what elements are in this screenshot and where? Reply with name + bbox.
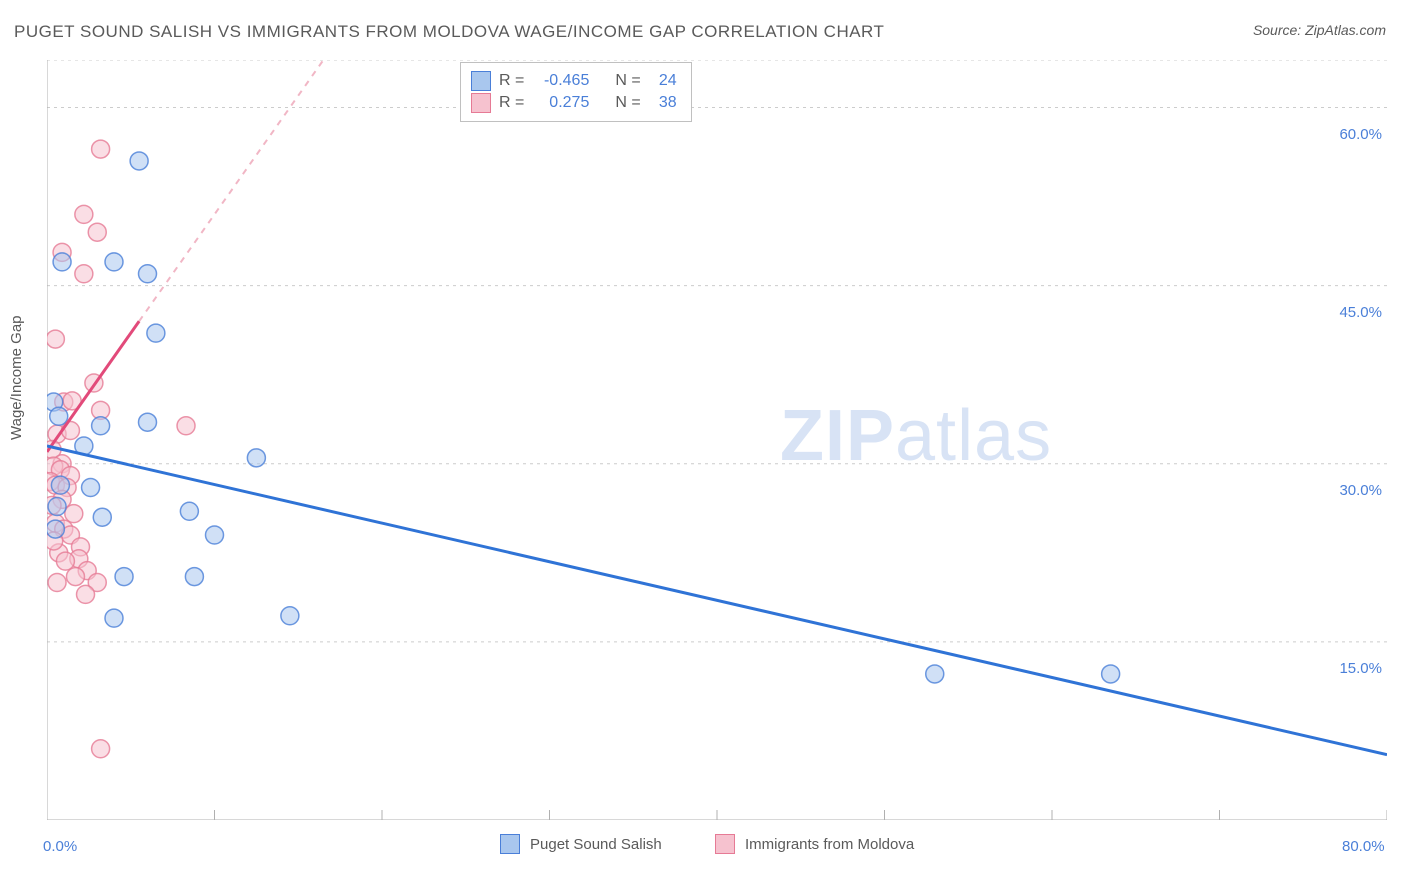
r-value: -0.465 [534, 72, 589, 90]
r-label: R = [499, 72, 524, 90]
legend-swatch [471, 71, 491, 91]
x-tick-label: 0.0% [43, 838, 77, 855]
y-tick-label: 45.0% [1322, 304, 1382, 321]
y-tick-label: 15.0% [1322, 660, 1382, 677]
series-legend-item: Immigrants from Moldova [715, 834, 914, 854]
stats-legend-row: R = 0.275 N = 38 [471, 93, 677, 113]
r-label: R = [499, 94, 524, 112]
legend-swatch [500, 834, 520, 854]
y-axis-label: Wage/Income Gap [8, 315, 25, 440]
y-tick-label: 60.0% [1322, 126, 1382, 143]
legend-swatch [715, 834, 735, 854]
stats-legend: R = -0.465 N = 24 R = 0.275 N = 38 [460, 62, 692, 122]
n-label: N = [615, 72, 640, 90]
series-label: Immigrants from Moldova [745, 836, 914, 853]
n-value: 38 [651, 94, 677, 112]
series-legend-item: Puget Sound Salish [500, 834, 662, 854]
n-value: 24 [651, 72, 677, 90]
stats-legend-row: R = -0.465 N = 24 [471, 71, 677, 91]
n-label: N = [615, 94, 640, 112]
y-tick-label: 30.0% [1322, 482, 1382, 499]
source-label: Source: ZipAtlas.com [1253, 22, 1386, 38]
correlation-scatter-chart [47, 60, 1387, 820]
x-tick-label: 80.0% [1342, 838, 1385, 855]
chart-title: PUGET SOUND SALISH VS IMMIGRANTS FROM MO… [14, 22, 884, 42]
legend-swatch [471, 93, 491, 113]
r-value: 0.275 [534, 94, 589, 112]
series-label: Puget Sound Salish [530, 836, 662, 853]
